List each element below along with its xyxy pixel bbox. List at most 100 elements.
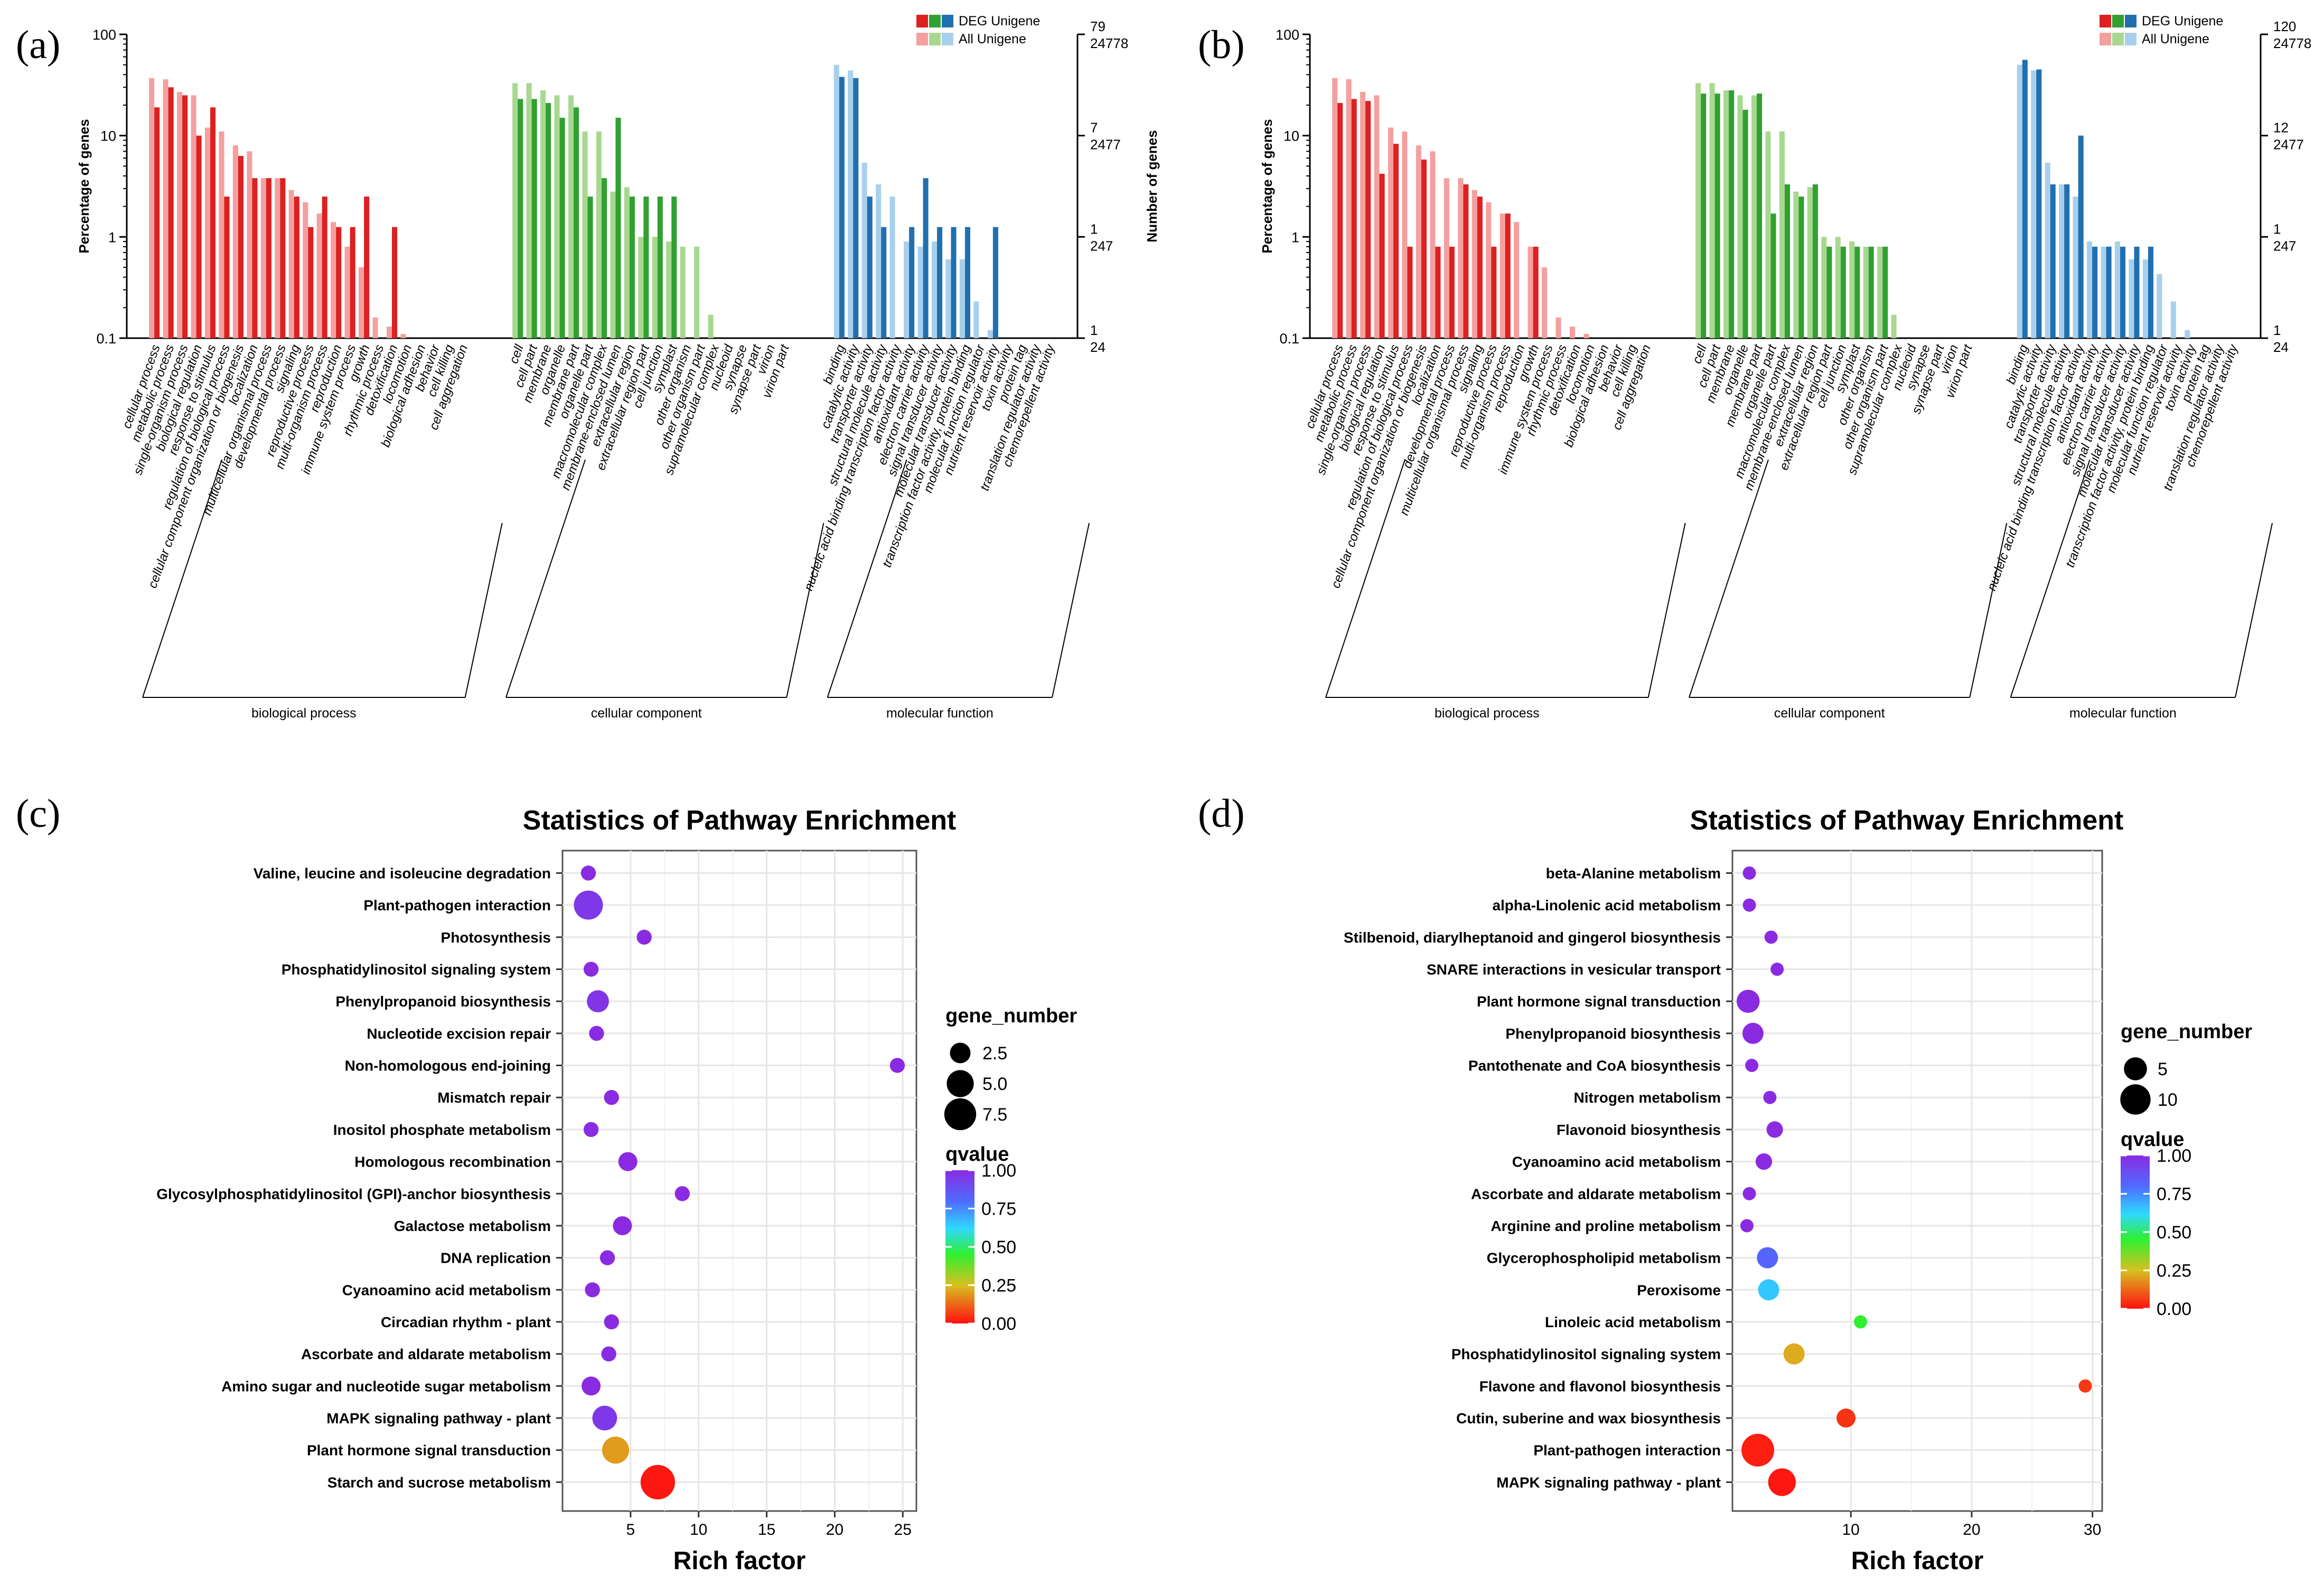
bar-all-unigene: [232, 145, 238, 338]
group-bracket-left: [505, 459, 586, 698]
y-tick-label: 1: [1291, 229, 1299, 245]
pathway-label: Non-homologous end-joining: [345, 1058, 551, 1074]
x-tick-label: 10: [690, 1521, 707, 1539]
pathway-label: MAPK signaling pathway - plant: [1496, 1474, 1721, 1490]
group-bracket-right: [1052, 523, 1090, 698]
bar-all-unigene: [1472, 190, 1477, 338]
plot-area: [1731, 850, 2103, 1512]
chart-title: Statistics of Pathway Enrichment: [523, 805, 957, 836]
group-bracket-right: [1969, 523, 2008, 698]
bar-all-unigene: [1500, 213, 1505, 338]
bar-deg-unigene: [238, 156, 243, 338]
bar-deg-unigene: [615, 117, 621, 339]
bar-all-unigene: [177, 91, 183, 338]
bar-all-unigene: [1374, 95, 1380, 338]
bar-all-unigene: [917, 246, 923, 338]
bar-deg-unigene: [923, 178, 929, 338]
legend-swatch: [2100, 33, 2111, 45]
y-tick-label: 10: [1283, 128, 1299, 144]
bar-all-unigene: [1807, 187, 1813, 338]
data-point-flavone-and-flavonol-biosynthesis: [2078, 1379, 2092, 1393]
bar-deg-unigene: [601, 178, 607, 338]
bar-deg-unigene: [392, 227, 398, 338]
y-right-tick-label: 12: [2273, 120, 2289, 136]
bar-all-unigene: [1751, 95, 1757, 338]
data-point-photosynthesis: [636, 929, 652, 945]
bar-all-unigene: [959, 259, 965, 338]
bar-deg-unigene: [1421, 160, 1427, 338]
bar-deg-unigene: [1742, 109, 1748, 338]
bar-all-unigene: [288, 190, 294, 338]
pathway-label: Glycosylphosphatidylinositol (GPI)-ancho…: [156, 1186, 551, 1202]
bar-all-unigene: [2101, 246, 2106, 338]
bar-all-unigene: [2114, 241, 2121, 338]
pathway-label: Plant hormone signal transduction: [1477, 993, 1721, 1010]
bar-deg-unigene: [2106, 246, 2112, 338]
bar-deg-unigene: [350, 227, 355, 338]
bar-all-unigene: [2059, 184, 2065, 338]
bar-all-unigene: [247, 151, 252, 338]
size-legend-label: 5: [2158, 1059, 2168, 1079]
bar-deg-unigene: [1337, 102, 1343, 339]
bar-all-unigene: [163, 79, 168, 338]
pathway-label: Circadian rhythm - plant: [381, 1314, 551, 1330]
bar-deg-unigene: [1491, 246, 1497, 338]
bar-deg-unigene: [2092, 246, 2098, 338]
size-legend-label: 5.0: [982, 1074, 1007, 1094]
bar-deg-unigene: [364, 197, 370, 338]
bar-deg-unigene: [1435, 246, 1441, 338]
plot-area: [561, 850, 917, 1512]
pathway-label: Peroxisome: [1637, 1282, 1721, 1298]
bar-deg-unigene: [280, 178, 286, 338]
pathway-label: MAPK signaling pathway - plant: [326, 1410, 551, 1426]
data-point-phosphatidylinositol-signaling-system: [1783, 1343, 1805, 1365]
bar-all-unigene: [386, 327, 392, 338]
bar-deg-unigene: [629, 197, 635, 338]
color-legend-label: 0.00: [2157, 1299, 2191, 1319]
bar-deg-unigene: [2022, 60, 2028, 338]
bar-deg-unigene: [1798, 197, 1804, 338]
data-point-snare-interactions-in-vesicular-transport: [1770, 963, 1784, 976]
x-tick-label: 15: [758, 1521, 775, 1539]
bar-all-unigene: [1569, 327, 1576, 338]
bar-all-unigene: [1877, 246, 1883, 338]
bar-all-unigene: [219, 131, 224, 338]
pathway-label: Pantothenate and CoA biosynthesis: [1468, 1058, 1721, 1074]
pathway-label: Ascorbate and aldarate metabolism: [1471, 1186, 1721, 1202]
bar-all-unigene: [1430, 151, 1436, 338]
data-point-ascorbate-and-aldarate-metabolism: [1742, 1187, 1756, 1200]
group-bracket-left: [142, 459, 222, 698]
bar-all-unigene: [2142, 259, 2148, 338]
bar-all-unigene: [1360, 91, 1366, 338]
color-legend-label: 0.25: [2157, 1261, 2191, 1281]
data-point-valine-leucine-and-isoleucine-degradation: [580, 865, 596, 881]
legend-swatch: [2125, 33, 2136, 45]
bar-all-unigene: [400, 334, 406, 338]
bar-deg-unigene: [867, 197, 873, 338]
bar-deg-unigene: [643, 197, 649, 338]
data-point-peroxisome: [1758, 1279, 1779, 1301]
bar-deg-unigene: [587, 197, 593, 338]
y-right-tick-label: 79: [1090, 18, 1105, 34]
group-label: biological process: [1435, 706, 1540, 721]
bar-all-unigene: [582, 131, 588, 338]
data-point-galactose-metabolism: [613, 1216, 632, 1235]
bar-all-unigene: [1542, 267, 1548, 338]
bar-deg-unigene: [2148, 246, 2153, 338]
bar-deg-unigene: [2036, 69, 2042, 339]
size-legend-title: gene_number: [945, 1005, 1077, 1027]
bar-all-unigene: [1416, 145, 1421, 338]
bar-all-unigene: [1695, 83, 1701, 338]
y-right-tick-label: 247: [1090, 238, 1113, 254]
group-label: biological process: [251, 706, 357, 721]
bar-deg-unigene: [1729, 90, 1735, 339]
group-bracket-left: [2010, 459, 2091, 698]
bar-deg-unigene: [1812, 184, 1818, 338]
x-tick-label: 20: [1963, 1521, 1980, 1539]
x-tick-label: 10: [1842, 1521, 1859, 1539]
panel-b-go-bar-chart: (b) 1001010.1120247781224771247124Percent…: [1198, 14, 2311, 721]
bar-all-unigene: [680, 246, 686, 338]
color-legend-label: 1.00: [2157, 1146, 2191, 1166]
bar-all-unigene: [1737, 95, 1743, 338]
bar-deg-unigene: [2050, 184, 2056, 338]
